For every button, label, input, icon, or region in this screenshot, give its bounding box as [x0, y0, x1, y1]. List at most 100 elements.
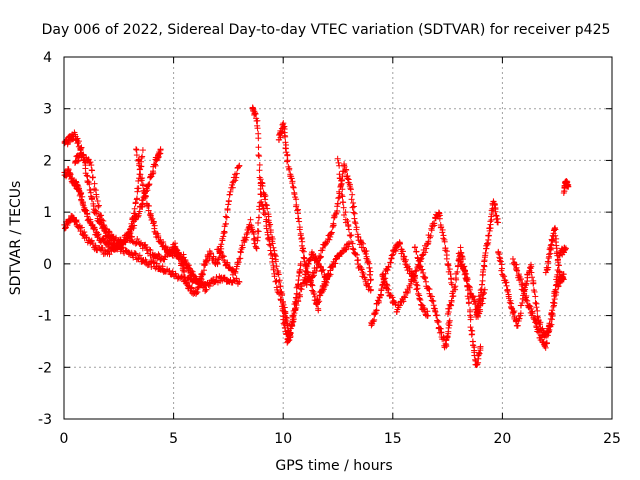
- data-point: [225, 201, 232, 208]
- data-point: [495, 249, 502, 256]
- data-point: [270, 266, 277, 273]
- data-point: [91, 180, 98, 187]
- data-point: [282, 139, 289, 146]
- data-point: [95, 203, 102, 210]
- data-point: [256, 214, 263, 221]
- data-point: [254, 234, 261, 241]
- data-point: [253, 244, 260, 251]
- data-point: [267, 251, 274, 258]
- data-point: [95, 202, 102, 209]
- y-axis-title: SDTVAR / TECUs: [8, 181, 24, 296]
- data-point: [255, 228, 262, 235]
- data-point: [435, 318, 442, 325]
- data-point: [188, 272, 195, 279]
- data-point: [82, 206, 89, 213]
- data-point: [219, 252, 226, 259]
- data-point: [267, 221, 274, 228]
- data-point: [225, 198, 232, 205]
- data-point: [266, 241, 273, 248]
- data-point: [259, 202, 266, 209]
- data-point: [366, 264, 373, 271]
- data-point: [252, 110, 259, 117]
- x-tick-label: 10: [274, 431, 292, 447]
- data-point: [269, 258, 276, 265]
- data-point: [142, 193, 149, 200]
- data-point: [151, 161, 158, 168]
- data-point: [219, 237, 226, 244]
- data-point: [75, 138, 82, 145]
- y-tick-label: 0: [43, 257, 52, 273]
- data-point: [288, 175, 295, 182]
- data-point: [478, 281, 485, 288]
- data-point: [465, 299, 472, 306]
- data-point: [106, 229, 113, 236]
- data-point: [300, 254, 307, 261]
- data-point: [334, 200, 341, 207]
- data-point: [320, 266, 327, 273]
- data-point: [351, 219, 358, 226]
- data-point: [247, 216, 254, 223]
- y-tick-label: 2: [43, 153, 52, 169]
- data-point: [349, 191, 356, 198]
- data-point: [244, 229, 251, 236]
- data-point: [296, 218, 303, 225]
- data-point: [277, 297, 284, 304]
- data-point: [152, 162, 159, 169]
- data-point: [292, 298, 299, 305]
- data-point: [141, 187, 148, 194]
- data-point: [78, 144, 85, 151]
- data-point: [221, 229, 228, 236]
- data-point: [91, 226, 98, 233]
- data-point: [89, 174, 96, 181]
- data-point: [137, 166, 144, 173]
- data-point: [166, 267, 173, 274]
- data-point: [237, 249, 244, 256]
- data-point: [78, 224, 85, 231]
- data-point: [457, 244, 464, 251]
- data-point: [264, 235, 271, 242]
- data-point: [233, 174, 240, 181]
- data-point: [162, 243, 169, 250]
- data-point: [282, 133, 289, 140]
- data-point: [343, 167, 350, 174]
- data-point: [105, 228, 112, 235]
- data-point: [235, 259, 242, 266]
- data-point: [150, 219, 157, 226]
- data-point: [291, 191, 298, 198]
- data-point: [281, 321, 288, 328]
- data-point: [555, 262, 562, 269]
- data-point: [128, 226, 135, 233]
- data-point: [255, 144, 262, 151]
- data-point: [253, 245, 260, 252]
- data-point: [290, 183, 297, 190]
- data-point: [283, 149, 290, 156]
- data-point: [177, 254, 184, 261]
- data-point: [503, 282, 510, 289]
- data-point: [83, 234, 90, 241]
- data-point: [133, 146, 140, 153]
- data-point: [224, 205, 231, 212]
- data-point: [135, 185, 142, 192]
- data-point: [311, 272, 318, 279]
- y-tick-label: -2: [38, 360, 52, 376]
- data-point: [251, 240, 258, 247]
- data-point: [88, 162, 95, 169]
- data-point: [477, 343, 484, 350]
- data-point: [148, 173, 155, 180]
- data-point: [273, 277, 280, 284]
- data-point: [181, 268, 188, 275]
- data-point: [83, 207, 90, 214]
- data-point: [290, 318, 297, 325]
- data-point: [254, 237, 261, 244]
- data-point: [199, 271, 206, 278]
- data-point: [128, 220, 135, 227]
- data-point: [277, 283, 284, 290]
- data-point: [347, 186, 354, 193]
- data-point: [485, 232, 492, 239]
- data-point: [84, 211, 91, 218]
- data-point: [416, 295, 423, 302]
- data-point: [248, 224, 255, 231]
- data-point: [142, 192, 149, 199]
- data-point: [276, 277, 283, 284]
- data-point: [157, 147, 164, 154]
